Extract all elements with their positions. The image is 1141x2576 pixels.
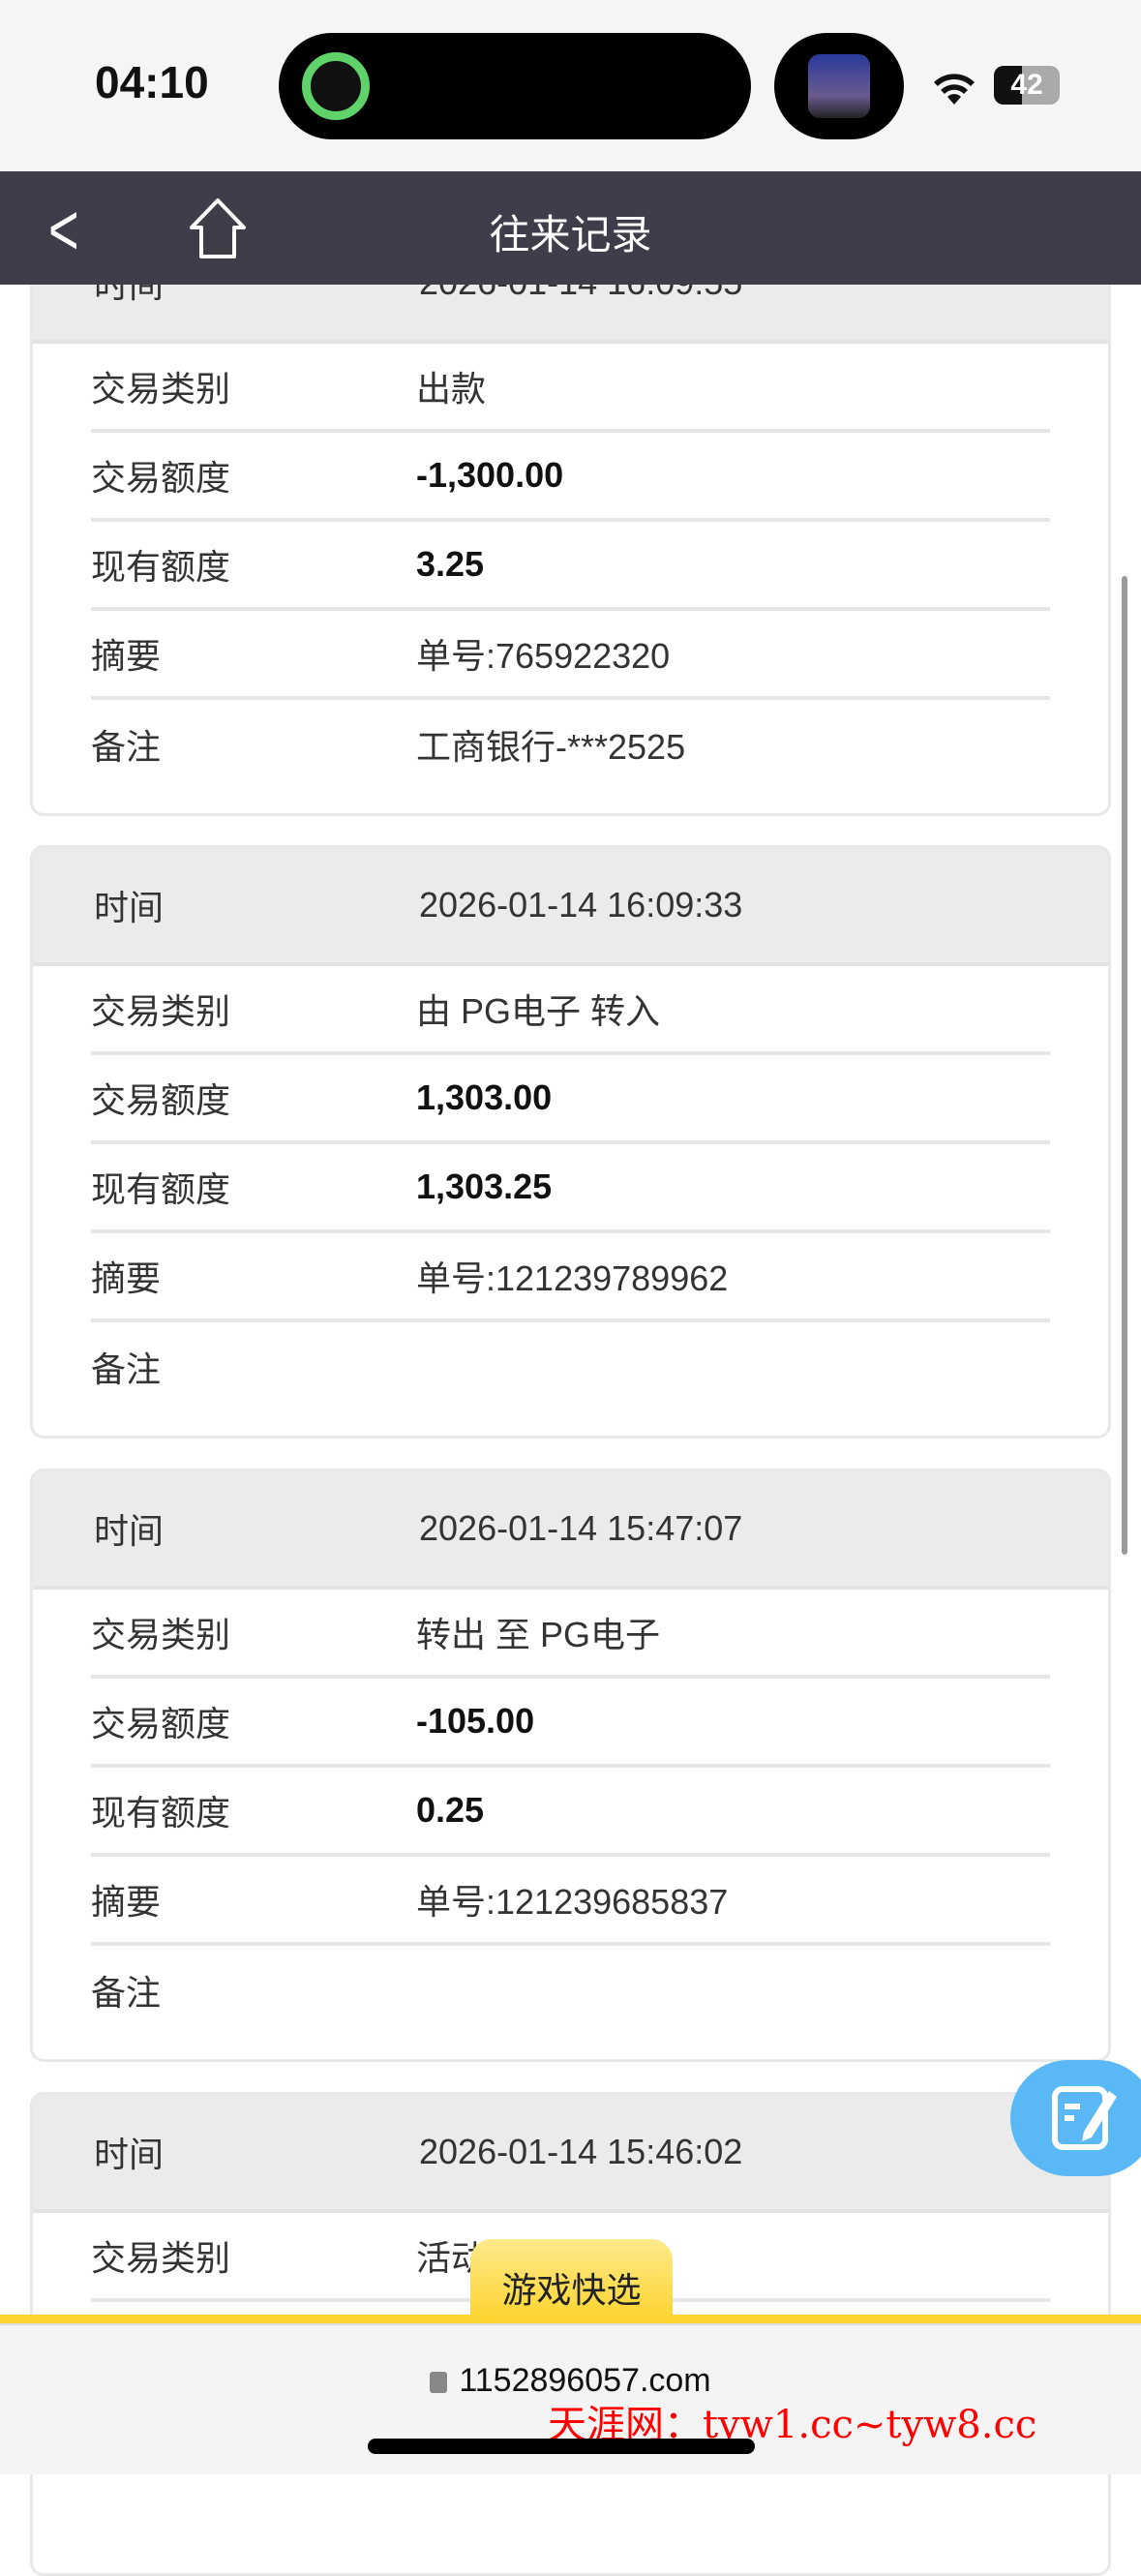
type-label: 交易类别 [91,1615,231,1654]
amount-row: 交易额度 -105.00 [91,1679,1050,1768]
record-card: 时间 2026-01-14 15:47:07 交易类别 转出 至 PG电子 交易额度… [30,1469,1111,2062]
scrollbar[interactable] [1122,576,1127,1555]
balance-value: 3.25 [416,544,485,584]
balance-value: 1,303.25 [416,1167,553,1206]
amount-label: 交易额度 [91,1704,231,1743]
balance-label: 现有额度 [91,1793,231,1833]
type-label: 交易类别 [91,2238,231,2278]
balance-value: 0.25 [416,1790,485,1830]
url-display[interactable]: 1152896057.com [0,2362,1141,2400]
type-row: 交易类别 转出 至 PG电子 [91,1590,1050,1679]
lock-icon [430,2372,448,2393]
remark-row: 备注 [91,1322,1050,1411]
summary-label: 摘要 [91,1882,162,1922]
type-value: 转出 至 PG电子 [416,1615,661,1654]
dynamic-island[interactable] [279,33,751,139]
record-time-row: 时间 2026-01-14 15:47:07 [33,1471,1108,1590]
time-value: 2026-01-14 15:47:07 [419,1508,743,1548]
time-label: 时间 [94,1511,165,1551]
record-card: 时间 2026-01-14 16:09:33 交易类别 由 PG电子 转入 交易额度… [30,845,1111,1439]
remark-label: 备注 [91,727,162,767]
dynamic-island-media[interactable] [774,33,904,139]
amount-value: -105.00 [416,1701,535,1741]
battery-level: 42 [1010,69,1043,101]
status-bar: 04:10 42 [0,0,1141,171]
summary-row: 摘要 单号:121239789962 [91,1233,1050,1322]
balance-row: 现有额度 3.25 [91,522,1050,611]
page-title: 往来记录 [489,212,652,258]
amount-value: 1,303.00 [416,1077,553,1117]
amount-label: 交易额度 [91,458,231,498]
balance-row: 现有额度 0.25 [91,1768,1050,1857]
battery-icon: 42 [994,66,1060,105]
home-indicator[interactable] [368,2439,755,2454]
summary-value: 单号:121239789962 [416,1258,729,1298]
type-value: 由 PG电子 转入 [416,991,661,1031]
amount-row: 交易额度 -1,300.00 [91,433,1050,522]
edit-icon [1052,2086,1117,2150]
time-value: 2026-01-14 15:46:02 [419,2132,743,2171]
amount-label: 交易额度 [91,1080,231,1120]
balance-label: 现有额度 [91,547,231,587]
summary-label: 摘要 [91,1258,162,1298]
type-label: 交易类别 [91,991,231,1031]
type-row: 交易类别 出款 [91,344,1050,433]
home-icon[interactable] [186,197,250,260]
url-text: 1152896057.com [459,2362,711,2399]
remark-label: 备注 [91,1973,162,2013]
record-time-row: 时间 2026-01-14 15:46:02 [33,2095,1108,2213]
edit-note-button[interactable] [1010,2060,1141,2176]
remark-row: 备注 工商银行-***2525 [91,700,1050,789]
summary-row: 摘要 单号:121239685837 [91,1857,1050,1946]
app-activity-icon [302,52,370,120]
game-quick-select-tab[interactable]: 游戏快选 [470,2239,673,2322]
summary-value: 单号:121239685837 [416,1882,729,1922]
type-row: 交易类别 由 PG电子 转入 [91,966,1050,1055]
remark-row: 备注 [91,1946,1050,2035]
nav-bar: < 往来记录 [0,171,1141,285]
type-value: 出款 [416,369,487,409]
amount-row: 交易额度 1,303.00 [91,1055,1050,1144]
time-label: 时间 [94,2135,165,2174]
time-label: 时间 [94,888,165,927]
amount-value: -1,300.00 [416,455,564,495]
wifi-icon [931,68,977,116]
type-label: 交易类别 [91,369,231,409]
clock: 04:10 [95,57,209,107]
summary-value: 单号:765922320 [416,636,671,676]
remark-label: 备注 [91,1349,162,1389]
media-thumbnail-icon [808,54,870,118]
back-icon[interactable]: < [48,190,79,271]
summary-row: 摘要 单号:765922320 [91,611,1050,700]
remark-value: 工商银行-***2525 [416,727,686,767]
browser-address-bar[interactable]: 1152896057.com 天涯网：tyw1.cc~tyw8.cc [0,2323,1141,2474]
time-value: 2026-01-14 16:09:33 [419,885,743,924]
summary-label: 摘要 [91,636,162,676]
balance-label: 现有额度 [91,1169,231,1209]
record-time-row: 时间 2026-01-14 16:09:33 [33,848,1108,966]
balance-row: 现有额度 1,303.25 [91,1144,1050,1233]
